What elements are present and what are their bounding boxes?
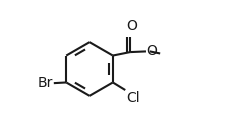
Text: O: O: [146, 44, 157, 58]
Text: O: O: [126, 19, 136, 33]
Text: Br: Br: [38, 76, 53, 90]
Text: Cl: Cl: [125, 91, 139, 105]
